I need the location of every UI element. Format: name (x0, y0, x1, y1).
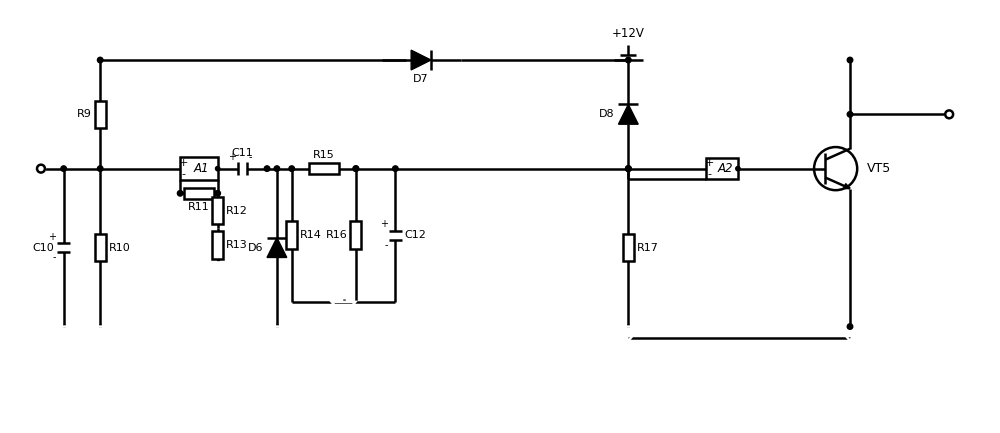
Text: A2: A2 (717, 162, 733, 175)
Circle shape (626, 166, 631, 171)
Text: VT5: VT5 (867, 162, 891, 175)
Text: D8: D8 (599, 109, 615, 120)
Circle shape (626, 166, 631, 171)
Text: A1: A1 (194, 162, 210, 175)
Circle shape (97, 166, 103, 171)
Circle shape (177, 191, 183, 196)
Text: D7: D7 (413, 74, 429, 84)
Circle shape (274, 166, 280, 171)
Circle shape (37, 165, 45, 173)
Circle shape (626, 166, 631, 171)
Text: R13: R13 (226, 240, 248, 250)
Circle shape (215, 166, 220, 171)
Text: R14: R14 (300, 230, 322, 240)
Circle shape (61, 166, 66, 171)
Circle shape (626, 57, 631, 63)
Circle shape (353, 166, 359, 171)
Bar (184, 188, 214, 199)
Bar (212, 231, 223, 259)
Text: -: - (182, 170, 186, 180)
Bar (623, 234, 634, 262)
Circle shape (847, 112, 853, 117)
Text: R12: R12 (226, 206, 248, 216)
Circle shape (215, 191, 220, 196)
Circle shape (289, 166, 294, 171)
Text: D6: D6 (248, 242, 263, 252)
Bar (212, 197, 223, 224)
Circle shape (353, 166, 359, 171)
Polygon shape (618, 104, 638, 124)
Text: -: - (248, 152, 252, 162)
Bar (706, 158, 738, 180)
Text: +: + (48, 232, 56, 242)
Text: +: + (705, 158, 714, 168)
Circle shape (97, 57, 103, 63)
Text: +: + (380, 220, 388, 229)
Text: +: + (179, 158, 188, 168)
Text: C11: C11 (231, 148, 253, 158)
Text: R9: R9 (77, 109, 92, 120)
Circle shape (847, 324, 853, 330)
Polygon shape (843, 184, 850, 189)
Text: -: - (384, 240, 388, 250)
Bar (95, 100, 106, 128)
Text: C10: C10 (33, 242, 54, 252)
Text: R10: R10 (109, 242, 130, 252)
Text: +: + (228, 152, 236, 162)
Text: C12: C12 (405, 230, 427, 240)
Circle shape (736, 166, 740, 171)
Bar (350, 221, 361, 249)
Circle shape (945, 110, 953, 118)
Text: R17: R17 (637, 242, 659, 252)
Polygon shape (267, 238, 287, 258)
Bar (95, 234, 106, 262)
Text: R16: R16 (326, 230, 347, 240)
Circle shape (393, 166, 398, 171)
Bar (309, 163, 339, 174)
Text: -: - (53, 252, 56, 262)
Bar (286, 221, 297, 249)
Circle shape (847, 57, 853, 63)
Text: +12V: +12V (612, 27, 645, 40)
Circle shape (264, 166, 270, 171)
Text: R15: R15 (313, 150, 335, 160)
Text: R11: R11 (188, 202, 210, 212)
Bar (180, 157, 218, 181)
Text: -: - (708, 169, 712, 179)
Polygon shape (411, 50, 431, 70)
